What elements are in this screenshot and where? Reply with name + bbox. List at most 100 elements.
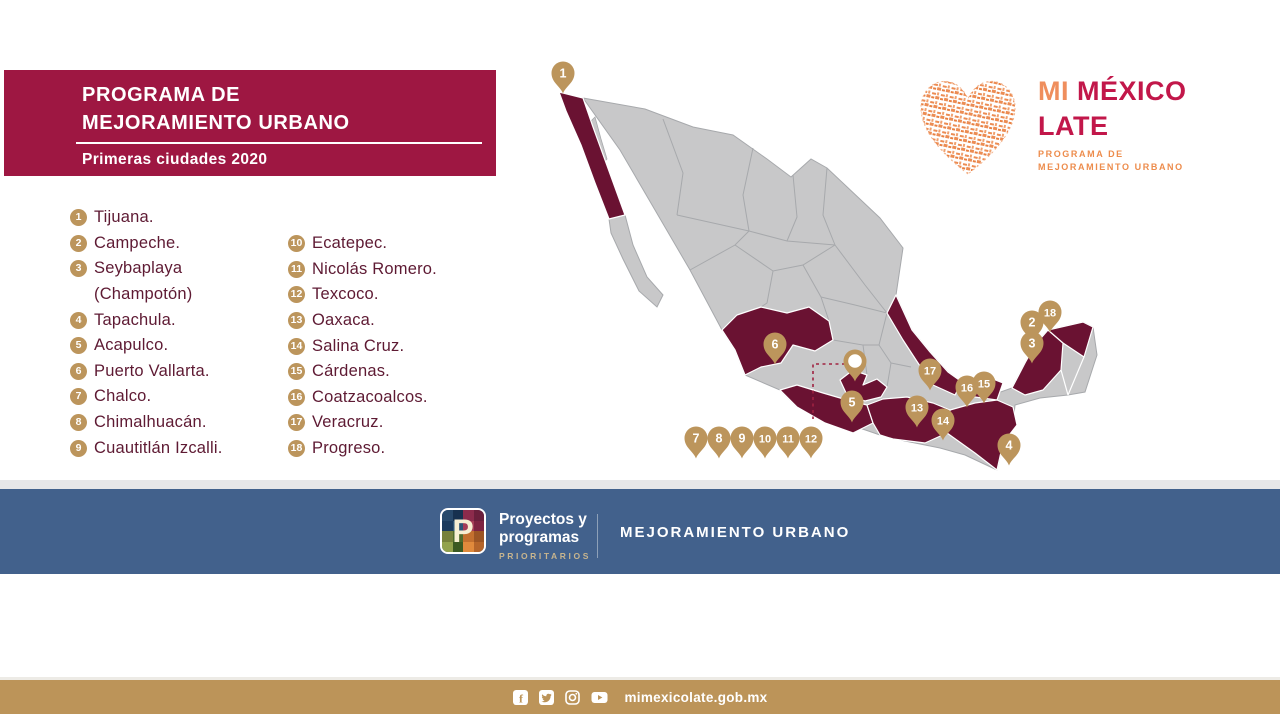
city-list-item-16: 16 Coatzacoalcos. [288, 385, 437, 411]
city-number-badge: 10 [288, 235, 305, 253]
map-pin-14: 14 [931, 408, 955, 441]
city-name-label: Puerto Vallarta. [94, 361, 210, 380]
pin-number-label: 13 [911, 402, 923, 414]
map-pin-17: 17 [918, 358, 942, 391]
website-url[interactable]: mimexicolate.gob.mx [624, 689, 768, 705]
map-pin-15: 15 [972, 371, 996, 404]
city-number-badge: 16 [288, 388, 305, 406]
city-name-label: Cuautitlán Izcalli. [94, 438, 223, 457]
city-list-item-15: 15 Cárdenas. [288, 359, 437, 385]
city-number-badge: 14 [288, 337, 305, 355]
logo-mi: MI [1038, 76, 1077, 106]
proyectos-programas-label: Proyectos y programas PRIORITARIOS [499, 511, 591, 561]
pin-number-label: 7 [693, 431, 700, 445]
map-pin-18: 18 [1038, 300, 1062, 333]
pin-number-label: 15 [978, 378, 990, 390]
logo-tagline-1: PROGRAMA DE [1038, 149, 1124, 159]
city-list-item-12: 12 Texcoco. [288, 282, 437, 308]
city-list-item-9: 9 Cuautitlán Izcalli. [70, 435, 223, 461]
pp-line1: Proyectos y [499, 511, 587, 528]
logo-wordmark: MI MÉXICO LATE PROGRAMA DE MEJORAMIENTO … [1038, 76, 1187, 174]
city-number-badge: 5 [70, 337, 87, 355]
banner-title-line2: MEJORAMIENTO URBANO [82, 112, 350, 134]
city-name-label: Acapulco. [94, 336, 169, 355]
map-pin-1: 1 [551, 61, 575, 94]
city-list-item-14: 14 Salina Cruz. [288, 333, 437, 359]
city-list-item-13: 13 Oaxaca. [288, 308, 437, 334]
logo-tagline-2: MEJORAMIENTO URBANO [1038, 162, 1184, 172]
city-name-sublabel: (Champotón) [94, 285, 193, 304]
city-list-item-7: 7 Chalco. [70, 384, 223, 410]
city-name-label: Cárdenas. [312, 362, 390, 381]
pin-number-label: 4 [1006, 438, 1013, 452]
city-list-item-11: 11 Nicolás Romero. [288, 257, 437, 283]
city-number-badge: 4 [70, 311, 87, 329]
city-name-label: Seybaplaya [94, 259, 183, 278]
banner-subtitle: Primeras ciudades 2020 [82, 151, 268, 168]
pin-number-label: 5 [849, 395, 856, 409]
mi-mexico-late-logo: MI MÉXICO LATE PROGRAMA DE MEJORAMIENTO … [906, 60, 1246, 190]
map-pin-13: 13 [905, 395, 929, 428]
city-list-item-18: 18 Progreso. [288, 436, 437, 462]
pin-white-circle [848, 354, 862, 368]
map-pin-7: 7 [684, 426, 708, 459]
p-logo-letter: P [452, 513, 474, 549]
city-list-item-10: 10 Ecatepec. [288, 231, 437, 257]
pp-line2: programas [499, 529, 580, 546]
city-number-badge: 17 [288, 414, 305, 432]
city-name-label: Oaxaca. [312, 311, 375, 330]
city-list-item-4: 4 Tapachula. [70, 307, 223, 333]
title-banner: PROGRAMA DE MEJORAMIENTO URBANO Primeras… [4, 70, 496, 176]
city-name-label: Coatzacoalcos. [312, 387, 428, 406]
pin-number-label: 6 [772, 337, 779, 351]
pin-number-label: 2 [1029, 315, 1036, 329]
city-name-label: Chimalhuacán. [94, 413, 207, 432]
twitter-icon[interactable] [538, 689, 554, 705]
map-pin-8: 8 [707, 426, 731, 459]
city-list-item-3-subline: (Champotón) [70, 282, 223, 308]
blue-program-bar [0, 489, 1280, 574]
city-number-badge: 18 [288, 440, 305, 458]
city-list-item-17: 17 Veracruz. [288, 410, 437, 436]
city-number-badge: 7 [70, 388, 87, 406]
city-name-label: Nicolás Romero. [312, 259, 437, 278]
map-pin-12: 12 [799, 426, 823, 459]
city-number-badge: 3 [70, 260, 87, 278]
city-name-label: Progreso. [312, 439, 386, 458]
map-pin-10: 10 [753, 426, 777, 459]
svg-text:f: f [519, 691, 524, 705]
city-list-item-1: 1 Tijuana. [70, 205, 223, 231]
map-pin-metro-origin [843, 349, 867, 382]
pin-number-label: 16 [961, 382, 973, 394]
social-icons: f [512, 689, 608, 705]
city-list-column-2: 10 Ecatepec. 11 Nicolás Romero. 12 Texcoco. 13… [288, 231, 437, 461]
map-pin-11: 11 [776, 426, 800, 459]
map-pin-6: 6 [763, 332, 787, 365]
youtube-icon[interactable] [591, 690, 608, 705]
city-name-label: Veracruz. [312, 413, 384, 432]
city-list-item-5: 5 Acapulco. [70, 333, 223, 359]
city-name-label: Salina Cruz. [312, 336, 405, 355]
pin-number-label: 11 [782, 433, 794, 445]
city-name-label: Chalco. [94, 387, 152, 406]
pin-number-label: 17 [924, 365, 936, 377]
logo-mexico: MÉXICO [1077, 76, 1187, 106]
quintana-roo-border [1060, 356, 1085, 396]
pin-number-label: 1 [560, 66, 567, 80]
city-name-label: Texcoco. [312, 285, 379, 304]
spacer [70, 286, 87, 303]
pin-number-label: 14 [937, 415, 950, 427]
program-name-label: MEJORAMIENTO URBANO [620, 524, 851, 541]
heart-map-icon [920, 81, 1016, 175]
city-list-item-8: 8 Chimalhuacán. [70, 410, 223, 436]
pp-line3: PRIORITARIOS [499, 551, 591, 561]
instagram-icon[interactable] [564, 689, 580, 705]
map-pin-4: 4 [997, 433, 1021, 466]
city-list-column-1: 1 Tijuana. 2 Campeche. 3 Seybaplaya (Champotón… [70, 205, 223, 461]
gray-separator-strip [0, 480, 1280, 489]
logo-late: LATE [1038, 111, 1109, 141]
city-number-badge: 2 [70, 234, 87, 252]
facebook-icon[interactable]: f [512, 689, 528, 705]
